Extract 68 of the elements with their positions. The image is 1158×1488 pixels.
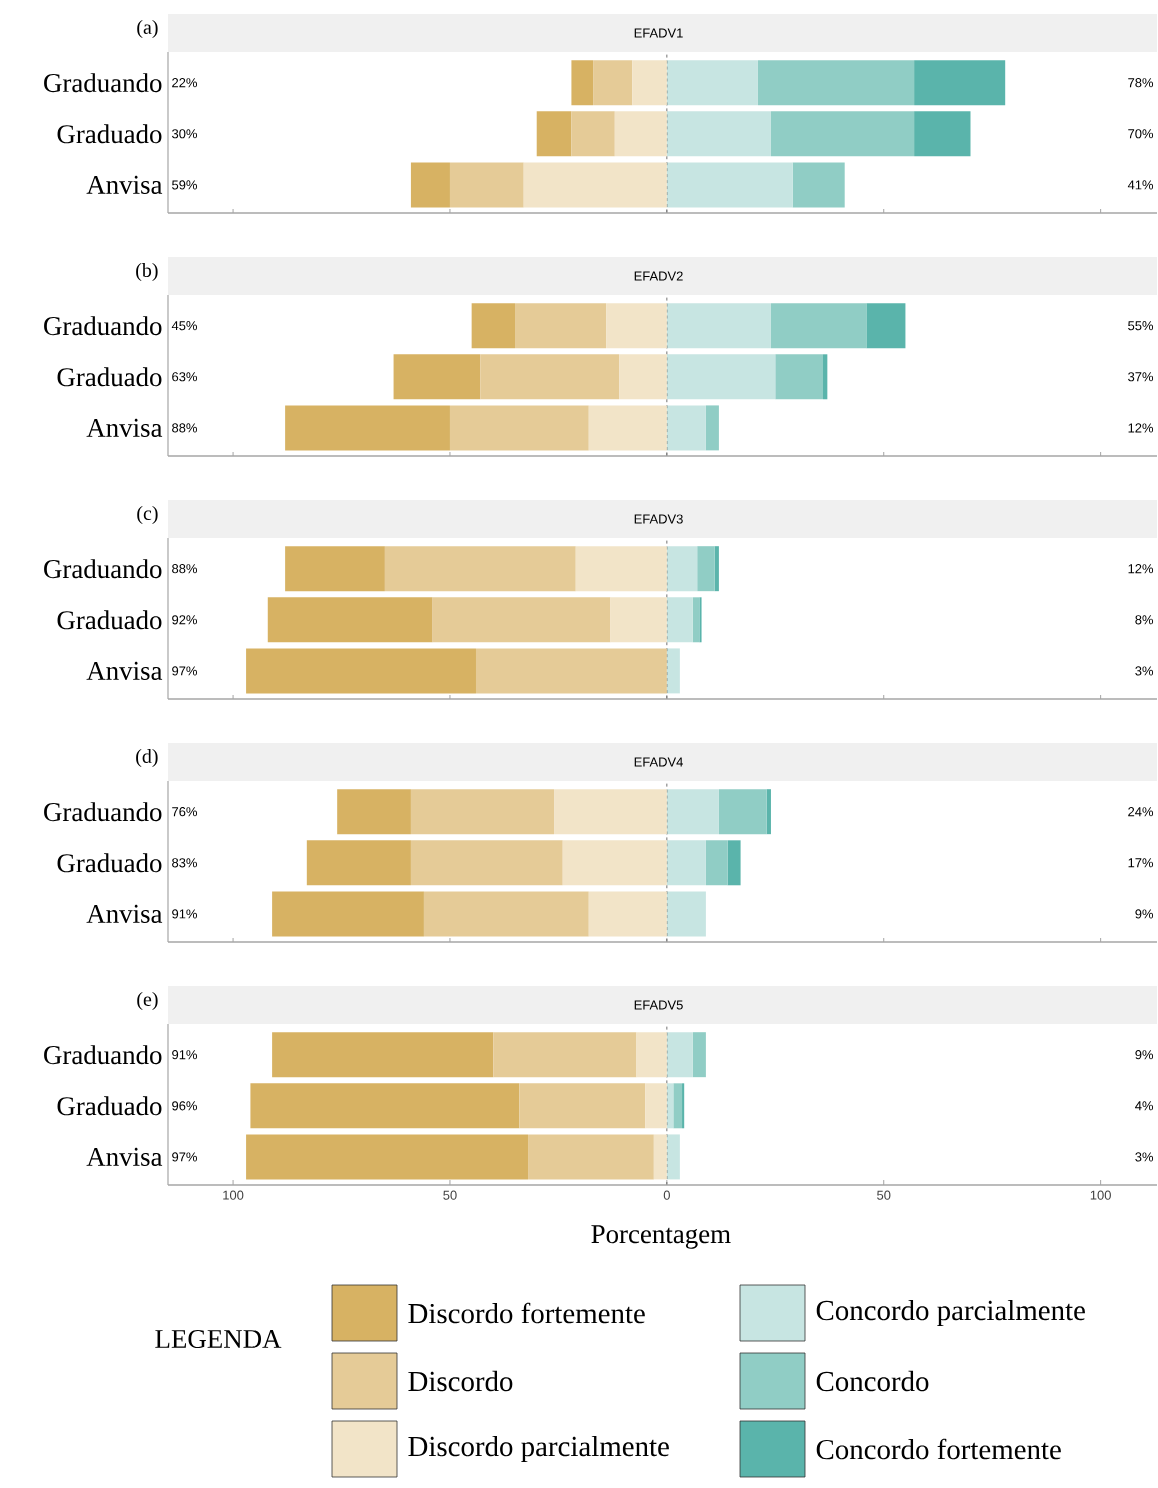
text: 88%: [172, 564, 198, 574]
y-tick-label: Graduando: [44, 802, 162, 822]
y-tick-label: Graduando: [44, 316, 162, 336]
text: 78%: [1128, 78, 1154, 88]
text: 88%: [172, 423, 198, 433]
text: 12%: [1128, 564, 1154, 574]
chart-subtitle: EFADV3: [634, 514, 683, 524]
text: 70%: [1128, 129, 1154, 139]
text: 83%: [172, 858, 198, 868]
text: 97%: [172, 1152, 198, 1162]
text: 37%: [1128, 372, 1154, 382]
y-tick-label: Graduado: [57, 610, 162, 630]
legend-label: Discordo parcialmente: [408, 1435, 669, 1463]
text: 91%: [172, 909, 198, 919]
y-tick-label: Anvisa: [86, 661, 163, 680]
text: 55%: [1128, 321, 1154, 331]
y-tick-label: Graduando: [44, 559, 162, 579]
text: 22%: [172, 78, 198, 88]
y-tick-label: Anvisa: [86, 904, 163, 923]
text: 17%: [1128, 858, 1154, 868]
chart-title: (b): [136, 262, 158, 282]
text: 3%: [1135, 1152, 1154, 1162]
text: 12%: [1128, 423, 1154, 433]
y-tick-label: Graduando: [44, 73, 162, 93]
y-tick-label: Anvisa: [86, 1147, 163, 1166]
text: 92%: [172, 615, 198, 625]
chart-title: (c): [137, 505, 158, 525]
y-tick-label: Graduado: [57, 853, 162, 873]
text: 96%: [172, 1101, 198, 1111]
legend-label: Concordo parcialmente: [816, 1299, 1086, 1327]
y-tick-label: Graduado: [57, 1096, 162, 1116]
chart-title: (e): [137, 991, 158, 1011]
text: 76%: [172, 807, 198, 817]
chart-subtitle: EFADV1: [634, 28, 683, 38]
text: 97%: [172, 666, 198, 676]
text: 41%: [1127, 180, 1154, 190]
x-axis-title: Porcentagem: [591, 1225, 731, 1249]
text: 63%: [172, 372, 198, 382]
text: 3%: [1135, 666, 1154, 676]
y-tick-label: Graduando: [44, 1045, 162, 1065]
text: 9%: [1135, 1050, 1154, 1060]
text: 4%: [1135, 1101, 1154, 1111]
legend-label: Concordo: [816, 1370, 929, 1392]
x-tick-label: 50: [877, 1190, 891, 1200]
x-tick-label: 100: [223, 1190, 244, 1200]
y-tick-label: Graduado: [57, 124, 162, 144]
legend-label: Discordo: [408, 1370, 513, 1392]
x-tick-label: 0: [663, 1190, 671, 1200]
chart-title: (a): [137, 19, 158, 39]
legend-title: LEGENDA: [155, 1329, 282, 1349]
text: 45%: [171, 321, 198, 331]
text: 91%: [172, 1050, 198, 1060]
text: 30%: [172, 129, 198, 139]
legend-label: Discordo fortemente: [408, 1302, 645, 1324]
chart-subtitle: EFADV2: [634, 271, 683, 281]
chart-subtitle: EFADV5: [634, 1000, 683, 1010]
legend-label: Concordo fortemente: [816, 1438, 1061, 1460]
chart-title: (d): [136, 748, 158, 768]
y-tick-label: Anvisa: [86, 175, 163, 194]
x-tick-label: 100: [1090, 1190, 1112, 1200]
y-tick-label: Graduado: [57, 367, 162, 387]
text: 8%: [1135, 615, 1154, 625]
y-tick-label: Anvisa: [86, 418, 163, 437]
text: 9%: [1135, 909, 1154, 919]
text: 24%: [1128, 807, 1154, 817]
x-tick-label: 50: [443, 1190, 457, 1200]
chart-subtitle: EFADV4: [634, 757, 684, 767]
text: 59%: [172, 180, 198, 190]
